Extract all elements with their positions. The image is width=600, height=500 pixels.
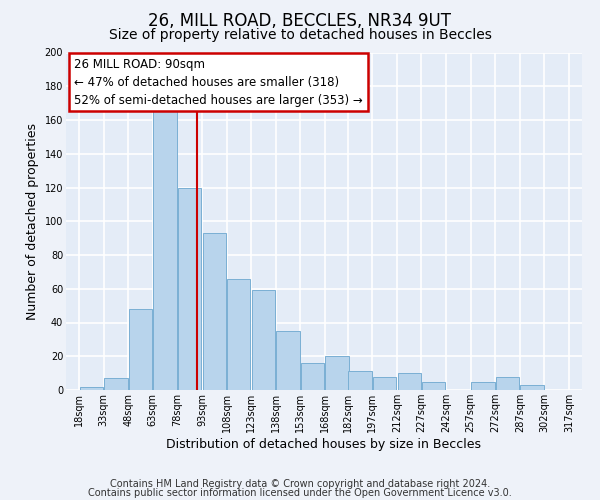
Bar xyxy=(252,290,275,390)
Bar xyxy=(349,372,371,390)
Bar xyxy=(80,386,103,390)
Text: 26, MILL ROAD, BECCLES, NR34 9UT: 26, MILL ROAD, BECCLES, NR34 9UT xyxy=(149,12,452,30)
Bar xyxy=(104,378,128,390)
Bar xyxy=(203,233,226,390)
Bar xyxy=(277,331,299,390)
Bar xyxy=(227,278,250,390)
Bar xyxy=(325,356,349,390)
Text: Contains HM Land Registry data © Crown copyright and database right 2024.: Contains HM Land Registry data © Crown c… xyxy=(110,479,490,489)
Bar xyxy=(154,108,177,390)
Bar xyxy=(422,382,445,390)
Bar xyxy=(496,376,519,390)
Bar xyxy=(520,385,544,390)
Bar xyxy=(398,373,421,390)
Bar xyxy=(471,382,494,390)
Bar xyxy=(373,376,396,390)
Bar xyxy=(129,309,152,390)
Bar xyxy=(178,188,202,390)
Bar xyxy=(301,363,324,390)
Y-axis label: Number of detached properties: Number of detached properties xyxy=(26,122,39,320)
Text: 26 MILL ROAD: 90sqm
← 47% of detached houses are smaller (318)
52% of semi-detac: 26 MILL ROAD: 90sqm ← 47% of detached ho… xyxy=(74,58,363,106)
Text: Size of property relative to detached houses in Beccles: Size of property relative to detached ho… xyxy=(109,28,491,42)
X-axis label: Distribution of detached houses by size in Beccles: Distribution of detached houses by size … xyxy=(167,438,482,451)
Text: Contains public sector information licensed under the Open Government Licence v3: Contains public sector information licen… xyxy=(88,488,512,498)
